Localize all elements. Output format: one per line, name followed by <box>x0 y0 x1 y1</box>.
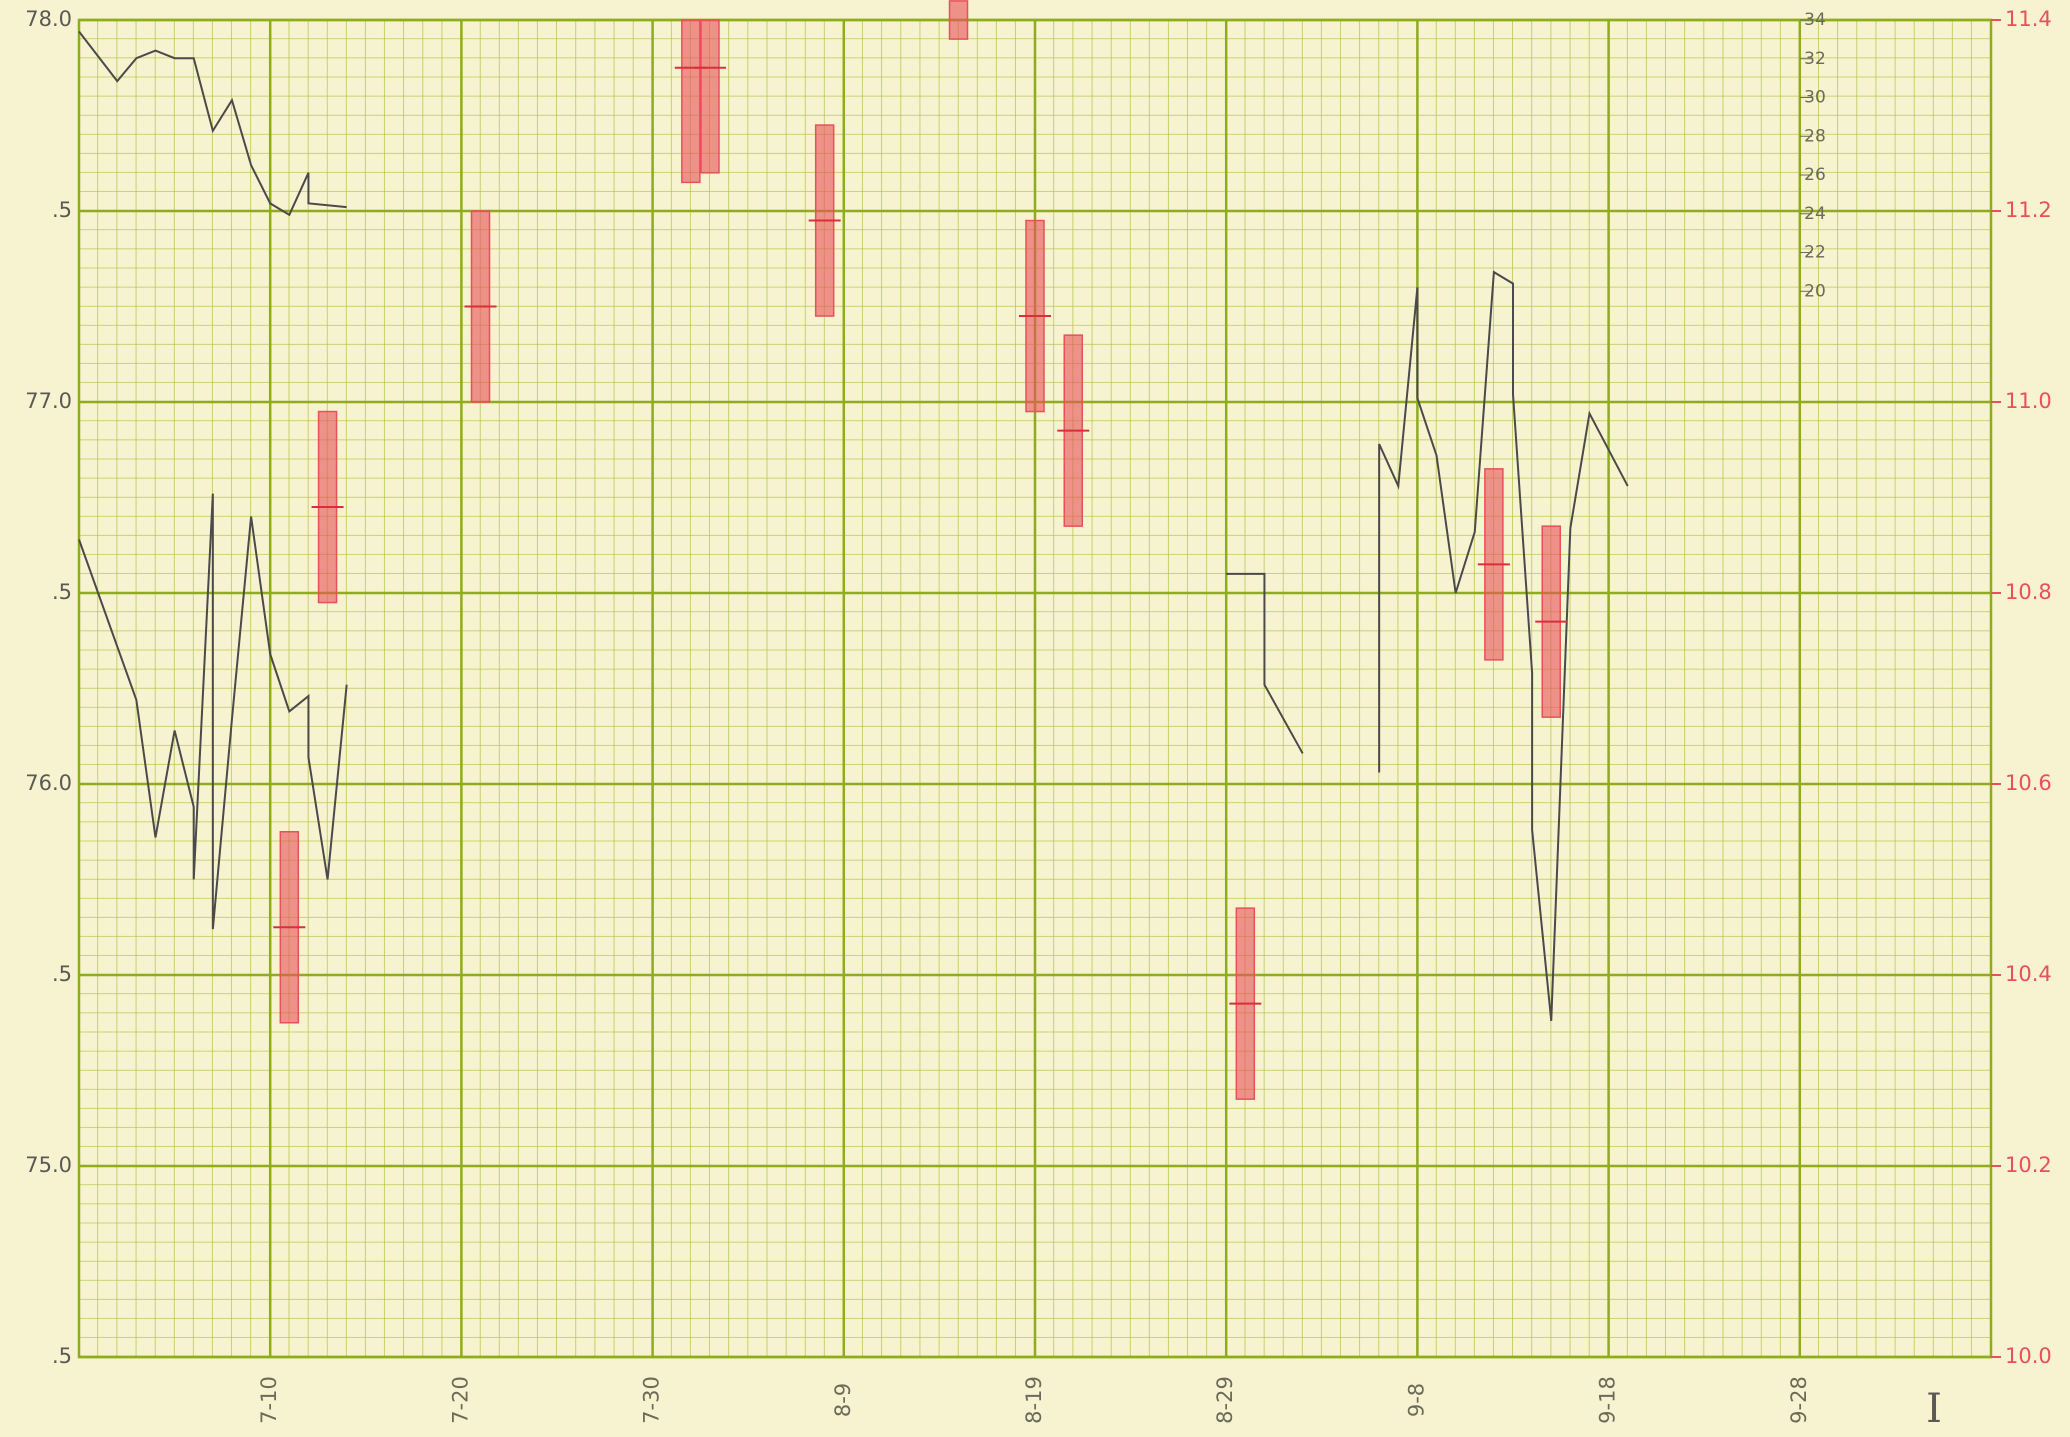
y-tick-label: .5 <box>52 1344 72 1368</box>
y-tick-label: 77.0 <box>25 389 72 413</box>
x-tick-label: 8-29 <box>1213 1376 1237 1424</box>
y3-tick-label: 24 <box>1804 204 1826 224</box>
y2-tick-label: 10.8 <box>2005 580 2052 604</box>
x-tick-label: 8-9 <box>831 1383 855 1417</box>
y-tick-label: .5 <box>52 962 72 986</box>
y3-tick-label: 32 <box>1804 49 1826 69</box>
x-tick-label: 8-19 <box>1022 1376 1046 1424</box>
data-line <box>1378 270 1629 1021</box>
y3-tick-label: 22 <box>1804 243 1826 263</box>
y2-tick-label: 10.2 <box>2005 1153 2052 1177</box>
data-line <box>1226 572 1304 754</box>
x-tick-label: 9-8 <box>1404 1383 1428 1417</box>
annotation: I <box>1926 1386 1942 1432</box>
x-tick-label: 7-20 <box>448 1376 472 1424</box>
y3-tick-label: 30 <box>1804 88 1826 108</box>
y-tick-label: 76.0 <box>25 771 72 795</box>
y-tick-label: 78.0 <box>25 7 72 31</box>
y3-tick-label: 28 <box>1804 126 1826 146</box>
y3-tick-label: 20 <box>1804 281 1826 301</box>
y2-tick-label: 10.4 <box>2005 962 2052 986</box>
y-tick-label: .5 <box>52 198 72 222</box>
y3-tick-label: 26 <box>1804 165 1826 185</box>
y2-tick-label: 10.0 <box>2005 1344 2052 1368</box>
data-line <box>78 493 348 930</box>
y-tick-label: .5 <box>52 580 72 604</box>
y2-tick-label: 11.2 <box>2005 198 2052 222</box>
x-tick-label: 7-10 <box>257 1376 281 1424</box>
x-tick-label: 7-30 <box>640 1376 664 1424</box>
range-bar <box>948 0 969 40</box>
x-tick-label: 9-18 <box>1596 1376 1620 1424</box>
range-bar <box>681 19 701 184</box>
x-tick-label: 9-28 <box>1787 1376 1811 1424</box>
range-bar <box>700 19 720 174</box>
y2-tick-label: 11.4 <box>2005 7 2052 31</box>
y-tick-label: 75.0 <box>25 1153 72 1177</box>
y3-tick-label: 34 <box>1804 10 1826 30</box>
y2-tick-label: 11.0 <box>2005 389 2052 413</box>
data-line <box>78 30 347 217</box>
y2-tick-label: 10.6 <box>2005 771 2052 795</box>
